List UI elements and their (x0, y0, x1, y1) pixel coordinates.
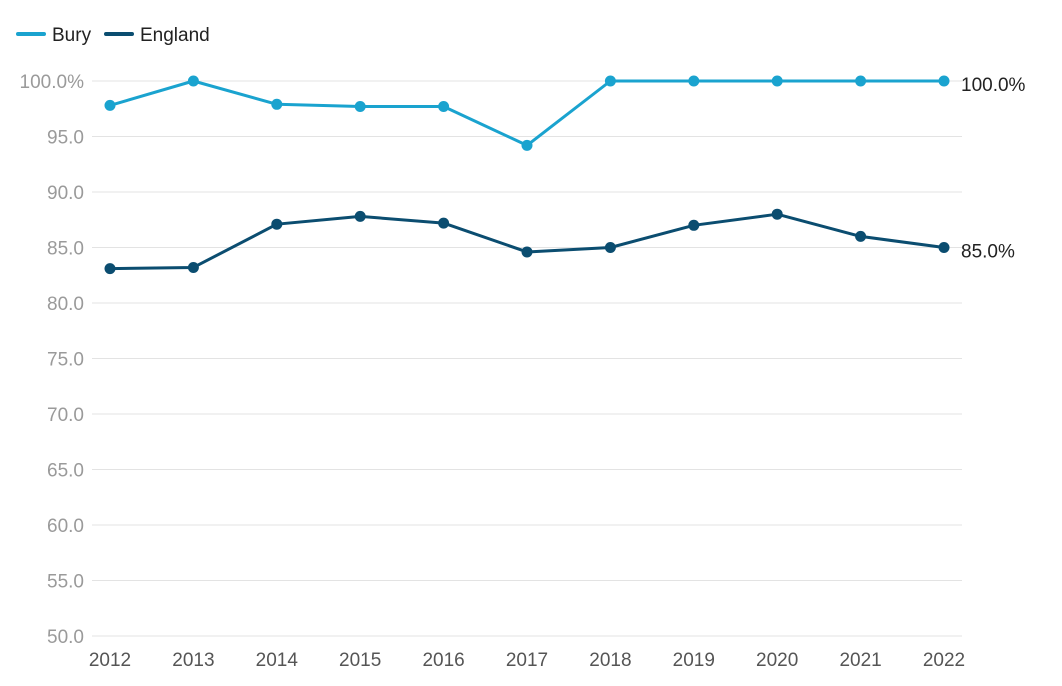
y-tick-label: 95.0 (47, 128, 84, 149)
series-line-bury (108, 79, 946, 147)
data-point-england[interactable] (187, 261, 199, 273)
data-point-bury[interactable] (604, 75, 616, 87)
y-tick-label: 55.0 (47, 572, 84, 593)
y-axis: 100.0% 95.0 90.0 85.0 80.0 75.0 70.0 65.0 60.0 55… (20, 72, 85, 648)
legend-label-bury: Bury (52, 25, 92, 46)
y-tick-label: 75.0 (47, 350, 84, 371)
y-tick-label: 100.0% (20, 72, 85, 93)
y-tick-label: 65.0 (47, 461, 84, 482)
data-point-england[interactable] (855, 230, 867, 242)
series-line-england (108, 212, 946, 271)
data-point-england[interactable] (438, 217, 450, 229)
y-tick-label: 85.0 (47, 239, 84, 260)
data-point-england[interactable] (688, 219, 700, 231)
data-point-bury[interactable] (855, 75, 867, 87)
x-tick-label: 2015 (339, 650, 381, 671)
legend-item-england[interactable]: England (104, 25, 210, 46)
data-point-england[interactable] (354, 210, 366, 222)
data-point-bury[interactable] (521, 139, 533, 151)
x-tick-label: 2013 (172, 650, 214, 671)
x-tick-label: 2016 (422, 650, 464, 671)
x-tick-label: 2012 (89, 650, 131, 671)
x-axis: 2012 2013 2014 2015 2016 2017 2018 2019 2020 2021… (89, 650, 965, 671)
y-tick-label: 90.0 (47, 183, 84, 204)
data-point-bury[interactable] (104, 99, 116, 111)
data-point-bury[interactable] (187, 75, 199, 87)
end-label-england: 85.0% (961, 242, 1015, 263)
series-bury (104, 75, 950, 151)
x-tick-label: 2019 (673, 650, 715, 671)
x-tick-label: 2017 (506, 650, 548, 671)
gridlines (92, 80, 962, 637)
data-point-england[interactable] (604, 242, 616, 253)
y-tick-label: 70.0 (47, 405, 84, 426)
x-tick-label: 2021 (839, 650, 881, 671)
legend-item-bury[interactable]: Bury (16, 25, 92, 46)
series-england (104, 208, 950, 275)
data-point-bury[interactable] (271, 98, 283, 110)
data-point-england[interactable] (521, 246, 533, 258)
y-tick-label: 50.0 (47, 627, 84, 648)
data-point-bury[interactable] (354, 101, 366, 113)
data-point-england[interactable] (271, 218, 283, 230)
x-tick-label: 2020 (756, 650, 798, 671)
data-point-bury[interactable] (938, 75, 950, 87)
data-point-england[interactable] (938, 242, 950, 253)
y-tick-label: 60.0 (47, 516, 84, 537)
legend-label-england: England (140, 25, 210, 46)
data-point-england[interactable] (104, 263, 116, 275)
x-tick-label: 2018 (589, 650, 631, 671)
data-point-bury[interactable] (438, 101, 450, 113)
data-point-england[interactable] (771, 208, 783, 220)
series-layer (104, 75, 950, 275)
data-point-bury[interactable] (688, 75, 700, 87)
end-label-bury: 100.0% (961, 75, 1026, 96)
end-labels: 100.0% 85.0% (961, 75, 1026, 263)
y-tick-label: 80.0 (47, 294, 84, 315)
x-tick-label: 2014 (256, 650, 299, 671)
data-point-bury[interactable] (771, 75, 783, 87)
legend: Bury England (16, 25, 210, 46)
x-tick-label: 2022 (923, 650, 965, 671)
